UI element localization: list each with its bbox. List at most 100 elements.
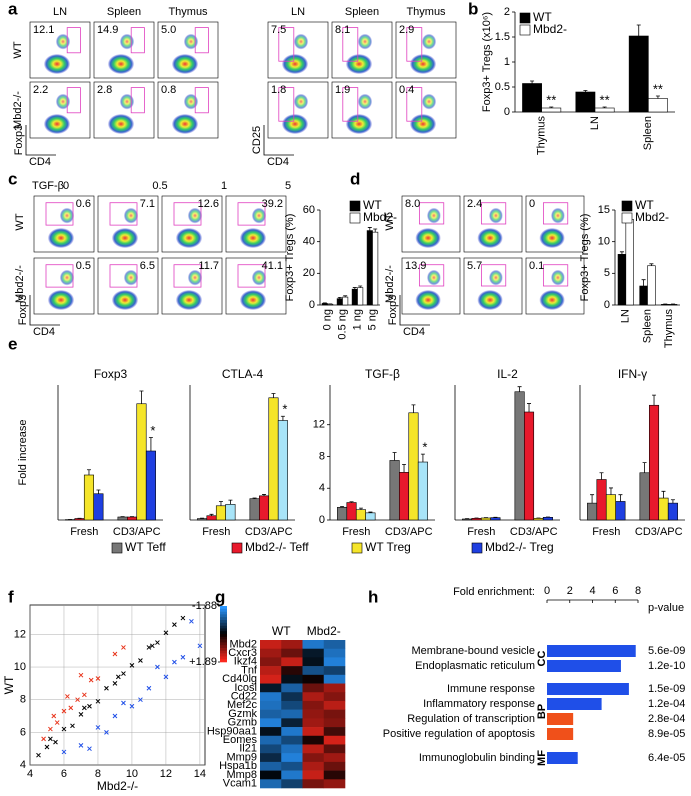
bar bbox=[628, 35, 649, 113]
panel-label: b bbox=[468, 0, 478, 18]
point bbox=[172, 622, 177, 627]
bar bbox=[355, 509, 366, 521]
bar bbox=[327, 303, 334, 306]
point bbox=[78, 743, 84, 748]
point bbox=[87, 746, 92, 752]
chart-title: Fold enrichment: bbox=[453, 586, 535, 598]
bar bbox=[514, 391, 525, 521]
point bbox=[48, 736, 53, 742]
flow-cloud bbox=[111, 227, 139, 249]
bar bbox=[596, 479, 607, 521]
axis-arrow bbox=[399, 295, 430, 326]
error-bar bbox=[517, 386, 522, 392]
flow-cloud bbox=[415, 289, 441, 311]
heat-cell bbox=[260, 718, 282, 728]
x-tick-label: Fresh bbox=[202, 526, 230, 538]
row-label: Mbd2-/- bbox=[14, 265, 26, 303]
bar bbox=[83, 474, 94, 521]
gene-label: Gzmb bbox=[228, 717, 257, 729]
bar bbox=[462, 518, 473, 521]
gate bbox=[342, 27, 359, 62]
y-tick-label: 12 bbox=[313, 419, 325, 431]
point bbox=[121, 671, 126, 676]
heat-cell bbox=[323, 700, 346, 710]
color-bar bbox=[220, 653, 227, 657]
bar bbox=[93, 493, 104, 521]
point bbox=[112, 713, 118, 719]
error-bar bbox=[262, 494, 267, 496]
chart-title: CTLA-4 bbox=[222, 367, 264, 381]
heat-cell bbox=[281, 735, 303, 745]
flow-cloud bbox=[123, 207, 139, 224]
category-label: Membrane-bound vesicle bbox=[411, 645, 535, 657]
flow-cloud bbox=[187, 207, 203, 224]
point bbox=[88, 677, 94, 683]
heat-cell bbox=[281, 709, 303, 719]
gate bbox=[278, 87, 295, 122]
y-tick-label: 1.5 bbox=[495, 31, 510, 43]
gene-label: Tnf bbox=[241, 664, 258, 676]
bar bbox=[587, 502, 598, 521]
flow-cloud bbox=[55, 93, 71, 110]
point bbox=[104, 729, 109, 735]
color-bar bbox=[220, 628, 227, 632]
error-bar bbox=[652, 394, 657, 406]
gene-label: Gzmk bbox=[228, 708, 257, 720]
y-axis-label: Foxp3+ Tregs (%) bbox=[284, 214, 296, 302]
y-axis-label: WT bbox=[2, 675, 16, 694]
heat-cell bbox=[302, 648, 325, 658]
point bbox=[146, 645, 152, 650]
bar bbox=[346, 502, 357, 521]
axis-label: Foxp3 bbox=[387, 295, 399, 326]
x-tick-label: 8 bbox=[635, 585, 641, 597]
y-tick-label: 10 bbox=[598, 236, 610, 248]
gate bbox=[406, 87, 423, 122]
heat-cell bbox=[302, 753, 325, 763]
gate-value: 41.1 bbox=[262, 260, 283, 272]
flow-cloud bbox=[426, 269, 441, 286]
p-value: 6.4e-05 bbox=[648, 752, 685, 764]
legend-swatch bbox=[349, 212, 361, 224]
gate-value: 2.2 bbox=[33, 84, 48, 96]
flow-cloud bbox=[111, 289, 139, 311]
point bbox=[53, 739, 58, 745]
y-tick-label: 20 bbox=[303, 267, 315, 279]
heat-cell bbox=[281, 674, 303, 684]
flow-cloud bbox=[357, 33, 373, 50]
gate bbox=[194, 27, 209, 54]
x-tick-label: Fresh bbox=[467, 526, 495, 538]
point bbox=[68, 705, 74, 711]
bar bbox=[639, 472, 650, 521]
flow-cloud bbox=[171, 113, 199, 135]
error-bar bbox=[402, 464, 407, 473]
gene-label: Mef2c bbox=[227, 699, 257, 711]
gate-value: 12.6 bbox=[198, 198, 219, 210]
gate-value: 6.5 bbox=[140, 260, 155, 272]
legend-label: Mbd2- bbox=[363, 210, 397, 224]
gate bbox=[418, 264, 445, 287]
heat-cell bbox=[323, 683, 346, 693]
heat-cell bbox=[302, 692, 325, 702]
axis-label: Foxp3 bbox=[13, 125, 25, 156]
point bbox=[155, 640, 160, 645]
bar bbox=[625, 219, 634, 306]
flow-cloud bbox=[281, 53, 309, 75]
annotation: * bbox=[422, 440, 427, 455]
heat-cell bbox=[323, 648, 346, 658]
color-bar bbox=[220, 642, 227, 646]
flow-cloud bbox=[415, 227, 441, 249]
error-bar bbox=[392, 452, 397, 461]
gate-value: 2.4 bbox=[467, 198, 482, 210]
error-bar bbox=[343, 295, 348, 298]
legend-swatch bbox=[471, 542, 483, 554]
color-tick-label: +1.89 bbox=[189, 656, 217, 668]
bar bbox=[321, 303, 328, 306]
point bbox=[172, 659, 177, 665]
bar bbox=[357, 287, 364, 306]
flow-cloud bbox=[107, 113, 135, 135]
error-bar bbox=[655, 95, 660, 99]
flow-cloud bbox=[426, 207, 441, 224]
point bbox=[75, 697, 80, 703]
chart-title: IL-2 bbox=[497, 367, 518, 381]
bar bbox=[668, 304, 678, 306]
